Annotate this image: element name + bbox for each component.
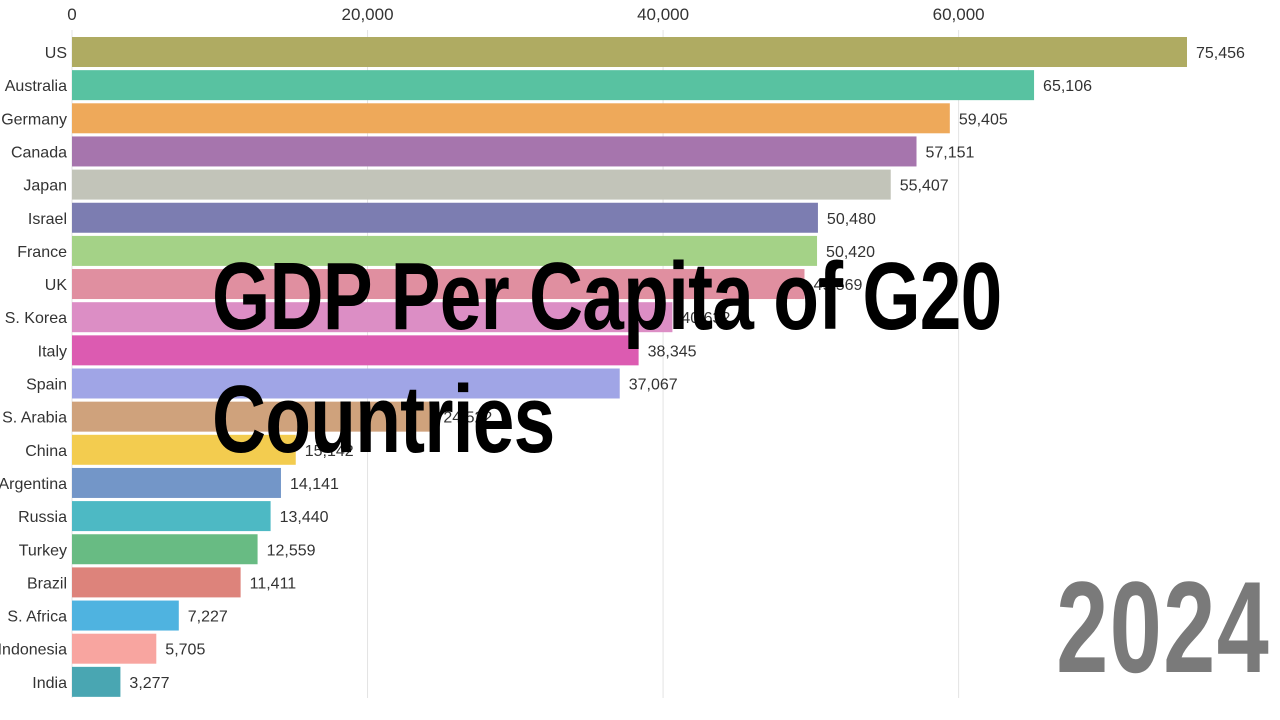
bar <box>72 235 818 266</box>
bar <box>72 633 157 664</box>
bar <box>72 666 121 697</box>
category-label: Turkey <box>19 542 67 559</box>
bar <box>72 467 281 498</box>
category-label: Australia <box>5 78 67 95</box>
value-label: 75,456 <box>1196 45 1245 62</box>
bar <box>72 501 271 532</box>
value-label: 13,440 <box>280 509 329 526</box>
value-label: 55,407 <box>900 178 949 195</box>
value-label: 11,411 <box>250 575 297 592</box>
bar <box>72 37 1187 67</box>
bar <box>72 335 639 366</box>
value-label: 50,480 <box>827 211 876 228</box>
category-label: Israel <box>28 211 67 228</box>
chart-title: GDP Per Capita of G20 Countries <box>212 236 1002 482</box>
category-label: S. Africa <box>7 609 67 626</box>
bars <box>72 37 1187 697</box>
value-label: 50,420 <box>826 244 875 261</box>
value-label: 5,705 <box>165 642 205 659</box>
value-label: 57,151 <box>926 144 975 161</box>
category-label: Brazil <box>27 575 67 592</box>
x-axis-ticks: 0 20,000 40,000 60,000 <box>67 5 984 24</box>
bar <box>72 103 950 134</box>
x-tick-label: 20,000 <box>342 5 394 24</box>
category-label: China <box>25 443 67 460</box>
value-label: 59,405 <box>959 111 1008 128</box>
bar <box>72 70 1035 101</box>
value-labels: 75,456 65,106 59,405 57,151 55,407 50,480 50,4… <box>129 45 1245 692</box>
category-label: Canada <box>11 144 67 161</box>
category-label: S. Korea <box>5 310 67 327</box>
value-label: 15,142 <box>305 443 354 460</box>
category-label: Russia <box>18 509 67 526</box>
value-label: 65,106 <box>1043 78 1092 95</box>
category-label: France <box>17 244 67 261</box>
bar <box>72 169 891 200</box>
category-label: Germany <box>1 111 67 128</box>
value-label: 40,632 <box>681 310 730 327</box>
bar <box>72 368 620 399</box>
bar <box>72 136 917 167</box>
category-label: UK <box>45 277 68 294</box>
category-label: India <box>32 675 67 692</box>
category-label: Spain <box>26 377 67 394</box>
value-label: 7,227 <box>188 609 228 626</box>
category-label: Indonesia <box>0 642 67 659</box>
x-tick-label: 40,000 <box>637 5 689 24</box>
category-label: US <box>45 45 67 62</box>
chart-title-line-1: GDP Per Capita of G20 <box>212 243 1002 350</box>
value-label: 12,559 <box>267 542 316 559</box>
x-tick-label: 0 <box>67 5 76 24</box>
category-label: S. Arabia <box>2 410 67 427</box>
value-label: 3,277 <box>129 675 169 692</box>
bar <box>72 302 673 333</box>
category-label: Japan <box>23 178 67 195</box>
bar <box>72 202 818 233</box>
bar <box>72 434 296 465</box>
category-label: Italy <box>38 343 67 360</box>
category-label: Argentina <box>0 476 67 493</box>
bar <box>72 269 805 300</box>
value-label: 24,522 <box>443 410 492 427</box>
category-labels: US Australia Germany Canada Japan Israel Franc… <box>0 45 67 692</box>
value-label: 38,345 <box>648 343 697 360</box>
chart-title-line-2: Countries <box>212 365 555 473</box>
value-label: 14,141 <box>290 476 339 493</box>
bar <box>72 401 435 432</box>
x-tick-label: 60,000 <box>933 5 985 24</box>
bar <box>72 567 241 598</box>
value-label: 37,067 <box>629 377 678 394</box>
value-label: 49,569 <box>813 277 862 294</box>
bar <box>72 534 258 565</box>
year-label: 2024 <box>1056 554 1270 700</box>
bar <box>72 600 179 631</box>
